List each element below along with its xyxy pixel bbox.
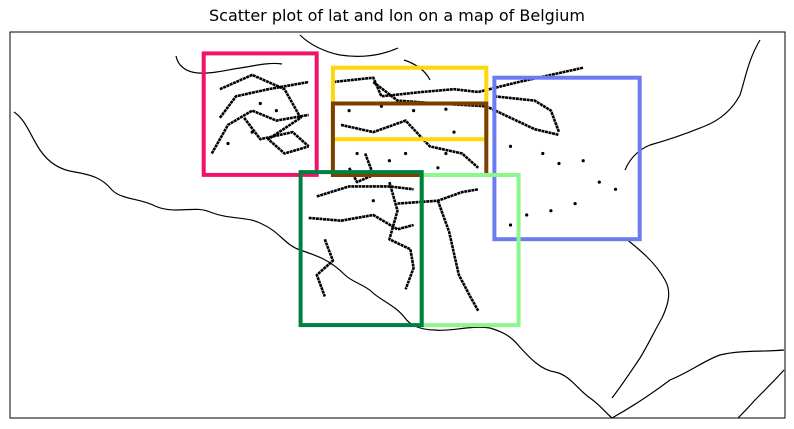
point-track	[210, 109, 309, 155]
scatter-point	[444, 151, 448, 156]
region-boxes	[201, 51, 642, 328]
region-box	[492, 75, 642, 242]
scatter-point	[508, 223, 513, 227]
country-borders	[13, 34, 785, 419]
border-line	[611, 237, 670, 399]
point-track	[388, 181, 415, 290]
point-track	[219, 73, 310, 155]
border-line	[611, 349, 785, 419]
scatter-point	[387, 159, 391, 163]
scatter-point	[404, 151, 408, 156]
chart-title: Scatter plot of lat and lon on a map of …	[209, 6, 585, 25]
border-line	[299, 34, 399, 57]
scatter-point	[436, 166, 440, 170]
scatter-point	[412, 109, 416, 113]
region-box	[330, 101, 489, 177]
scatter-point	[274, 109, 278, 113]
point-track	[316, 185, 414, 198]
scatter-point	[557, 161, 561, 166]
scatter-point	[371, 199, 375, 203]
border-line	[175, 55, 283, 74]
point-track	[340, 119, 480, 169]
border-line	[13, 111, 613, 419]
scatter-point	[597, 180, 601, 184]
point-track	[332, 66, 584, 98]
region-box	[298, 170, 424, 328]
point-track	[218, 80, 309, 119]
border-line	[403, 59, 431, 81]
scatter-point	[452, 130, 456, 134]
plot-frame	[9, 31, 786, 419]
scatter-point	[347, 109, 351, 113]
region-box	[419, 173, 521, 328]
scatter-point	[355, 151, 359, 156]
scatter-point	[250, 130, 254, 134]
border-line	[737, 369, 785, 419]
point-track	[397, 188, 479, 205]
scatter-point	[508, 144, 513, 148]
point-track	[436, 200, 480, 312]
scatter-point	[525, 213, 529, 217]
scatter-point	[581, 159, 585, 163]
region-box	[201, 51, 319, 177]
scatter-point	[444, 107, 448, 111]
point-track	[347, 153, 375, 184]
scatter-point	[258, 101, 262, 106]
scatter-point	[613, 187, 618, 191]
scatter-point	[226, 141, 230, 146]
border-line	[624, 39, 761, 171]
scatter-point	[573, 202, 577, 206]
point-track	[494, 95, 561, 133]
point-track	[243, 117, 310, 148]
scatter-point	[549, 209, 553, 213]
scatter-point	[541, 151, 545, 156]
point-track	[308, 213, 414, 231]
point-track	[315, 238, 335, 297]
